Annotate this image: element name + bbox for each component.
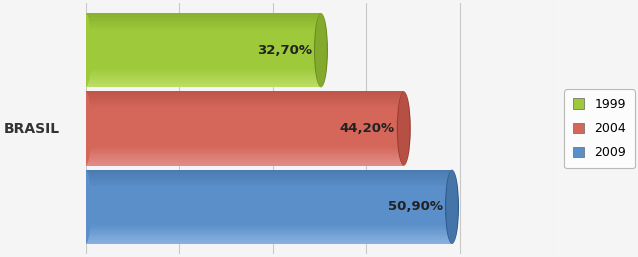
Bar [85,80,321,82]
Bar [85,175,452,177]
Bar [85,24,321,26]
Bar [85,183,452,185]
Bar [85,153,404,154]
Ellipse shape [80,91,91,166]
Bar [85,160,404,162]
Bar [85,240,452,242]
Bar [85,19,321,21]
Bar [85,22,321,24]
Ellipse shape [446,170,458,244]
Bar [85,233,452,235]
Bar [85,106,404,108]
Bar [85,172,452,173]
Bar [85,173,452,175]
Text: 44,20%: 44,20% [339,122,394,135]
Bar [85,13,321,87]
Bar [85,227,452,229]
Bar [85,21,321,22]
Bar [85,185,452,186]
Bar [85,82,321,84]
Bar [85,15,321,17]
Bar [85,158,404,160]
Bar [85,84,321,85]
Bar [85,69,321,71]
Bar [85,71,321,72]
Bar [85,238,452,240]
Bar [85,181,452,183]
Bar [85,236,452,238]
Bar [85,93,404,95]
Bar [85,76,321,78]
Bar [85,99,404,101]
Bar [85,78,321,80]
Bar [85,97,404,99]
Legend: 1999, 2004, 2009: 1999, 2004, 2009 [565,89,635,168]
Bar [85,231,452,233]
Bar [85,242,452,244]
Bar [85,72,321,74]
Bar [85,149,404,151]
Bar [85,74,321,76]
Ellipse shape [315,13,327,87]
Bar [85,95,404,97]
Ellipse shape [314,13,328,87]
Bar [85,26,321,28]
Bar [85,225,452,227]
Ellipse shape [80,13,91,87]
Ellipse shape [80,170,91,244]
Bar [85,156,404,158]
Bar [85,28,321,30]
Bar [85,164,404,166]
Bar [85,103,404,104]
Text: 32,70%: 32,70% [256,44,311,57]
Bar [85,235,452,236]
Bar [85,91,404,166]
Bar [85,91,404,93]
Text: 50,90%: 50,90% [388,200,443,213]
Bar [85,13,321,15]
Bar [85,162,404,164]
Text: BRASIL: BRASIL [4,122,61,135]
Bar [85,85,321,87]
Ellipse shape [397,91,411,166]
Bar [85,101,404,103]
Ellipse shape [398,91,410,166]
Bar [85,147,404,149]
Bar [85,170,452,172]
Bar [85,154,404,156]
Ellipse shape [445,170,459,244]
Bar [85,170,452,244]
Bar [85,151,404,153]
Bar [85,104,404,106]
Bar [85,17,321,19]
Bar [85,229,452,231]
Bar [85,179,452,181]
Bar [85,177,452,179]
